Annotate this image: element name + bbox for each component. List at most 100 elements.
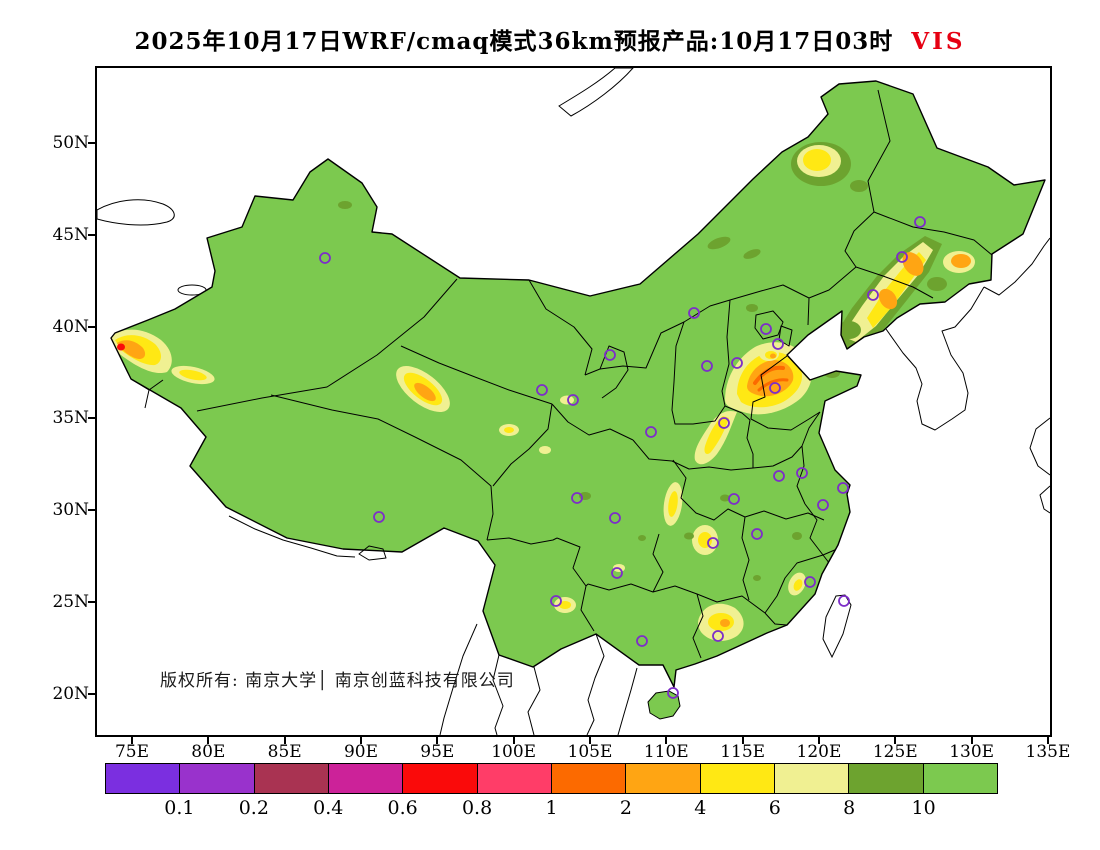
colorbar-segment bbox=[774, 764, 850, 793]
station-marker bbox=[769, 382, 781, 394]
plot-frame: 版权所有: 南京大学│ 南京创蓝科技有限公司 50N 45N 40N 35N 30N 25… bbox=[52, 66, 1070, 762]
colorbar-segment bbox=[106, 764, 181, 793]
bhutan-border bbox=[358, 545, 387, 561]
x-axis-tick bbox=[894, 735, 897, 744]
myanmar-border bbox=[492, 654, 504, 735]
x-axis-label: 115E bbox=[720, 742, 766, 762]
station-marker bbox=[567, 394, 579, 406]
colorbar-tick-label: 0.4 bbox=[313, 797, 344, 819]
y-axis-label: 50N bbox=[52, 133, 89, 153]
x-axis-label: 125E bbox=[872, 742, 918, 762]
kashmir-line-2 bbox=[144, 389, 150, 409]
colorbar-tick-label: 4 bbox=[694, 797, 707, 819]
chart-title: 2025年10月17日WRF/cmaq模式36km预报产品:10月17日03时 V… bbox=[0, 22, 1100, 56]
x-axis-tick bbox=[512, 735, 515, 744]
colorbar bbox=[105, 763, 998, 794]
nepal-border bbox=[228, 515, 356, 558]
station-marker bbox=[914, 216, 926, 228]
station-marker bbox=[712, 630, 724, 642]
station-marker bbox=[718, 417, 730, 429]
colorbar-tick-label: 0.8 bbox=[461, 797, 493, 819]
y-axis-tick bbox=[88, 233, 97, 236]
colorbar-segment bbox=[626, 764, 701, 793]
station-marker bbox=[796, 467, 808, 479]
china-map: 版权所有: 南京大学│ 南京创蓝科技有限公司 bbox=[97, 68, 1050, 735]
x-axis-label: 75E bbox=[114, 742, 150, 762]
y-axis-label: 45N bbox=[52, 224, 89, 245]
x-axis-label: 100E bbox=[491, 742, 537, 762]
station-marker bbox=[707, 537, 719, 549]
station-marker bbox=[867, 289, 879, 301]
station-marker bbox=[760, 323, 772, 335]
x-axis-tick bbox=[817, 735, 820, 744]
x-axis-label: 85E bbox=[267, 742, 302, 762]
x-axis-tick bbox=[207, 735, 210, 744]
colorbar-tick-label: 8 bbox=[843, 797, 856, 819]
colorbar-tick-label: 0.6 bbox=[387, 797, 418, 819]
lake-baikal bbox=[558, 68, 634, 117]
y-axis-label: 35N bbox=[52, 408, 89, 429]
station-marker bbox=[636, 635, 648, 647]
station-marker bbox=[536, 384, 548, 396]
station-marker bbox=[319, 252, 331, 264]
laos-thailand-border bbox=[527, 666, 541, 735]
lake-balkhash bbox=[97, 199, 175, 226]
y-axis-tick bbox=[88, 692, 97, 695]
colorbar-segment bbox=[923, 764, 997, 793]
hainan-island bbox=[647, 690, 681, 720]
x-axis-tick bbox=[436, 735, 439, 744]
station-marker bbox=[550, 595, 562, 607]
x-axis-label: 130E bbox=[949, 742, 995, 762]
x-axis-label: 90E bbox=[343, 742, 378, 762]
chart-title-text: 2025年10月17日WRF/cmaq模式36km预报产品:10月17日03时 bbox=[134, 28, 894, 55]
colorbar-segment bbox=[849, 764, 924, 793]
colorbar-segment bbox=[477, 764, 552, 793]
y-axis-tick bbox=[88, 142, 97, 144]
station-marker bbox=[611, 567, 623, 579]
colorbar-tick-label: 2 bbox=[619, 797, 632, 819]
y-axis-tick bbox=[88, 325, 97, 328]
colorbar-tick-label: 0.2 bbox=[238, 797, 269, 819]
x-axis-label: 105E bbox=[567, 742, 613, 762]
colorbar-tick-label: 10 bbox=[911, 797, 936, 819]
colorbar-segment bbox=[403, 764, 478, 793]
y-axis-label: 30N bbox=[52, 500, 89, 521]
station-marker bbox=[604, 349, 616, 361]
station-marker bbox=[751, 528, 763, 540]
station-marker bbox=[667, 687, 679, 699]
station-marker bbox=[773, 470, 785, 482]
x-axis-tick bbox=[359, 735, 362, 744]
x-axis-label: 110E bbox=[643, 742, 689, 762]
colorbar-tick-label: 1 bbox=[545, 797, 558, 819]
x-axis-label: 135E bbox=[1025, 742, 1071, 762]
variable-label: VIS bbox=[911, 28, 966, 55]
vis-overlay-regions bbox=[111, 142, 975, 641]
foreign-boundaries bbox=[130, 237, 1050, 735]
x-axis-label: 120E bbox=[796, 742, 842, 762]
station-marker bbox=[688, 307, 700, 319]
colorbar-tick-label: 0.1 bbox=[164, 797, 195, 819]
y-axis-label: 25N bbox=[52, 592, 89, 613]
myanmar-coastline bbox=[439, 623, 478, 735]
colorbar-segment bbox=[180, 764, 255, 793]
colorbar-segment bbox=[328, 764, 404, 793]
colorbar-segment bbox=[700, 764, 775, 793]
station-marker bbox=[772, 338, 784, 350]
japan-coastline-2 bbox=[1039, 485, 1050, 514]
y-axis-tick bbox=[88, 601, 97, 604]
station-marker bbox=[728, 493, 740, 505]
station-marker bbox=[701, 360, 713, 372]
station-marker bbox=[837, 482, 849, 494]
station-marker bbox=[609, 512, 621, 524]
x-axis-tick bbox=[970, 735, 973, 744]
x-axis-tick bbox=[665, 735, 668, 744]
colorbar-tick-label: 6 bbox=[768, 797, 781, 819]
station-marker bbox=[896, 251, 908, 263]
x-axis-label: 95E bbox=[420, 742, 455, 762]
station-marker bbox=[731, 357, 743, 369]
station-marker bbox=[571, 492, 583, 504]
vietnam-coastline bbox=[617, 667, 638, 735]
primorye-coastline bbox=[983, 237, 1050, 296]
y-axis-tick bbox=[88, 509, 97, 512]
